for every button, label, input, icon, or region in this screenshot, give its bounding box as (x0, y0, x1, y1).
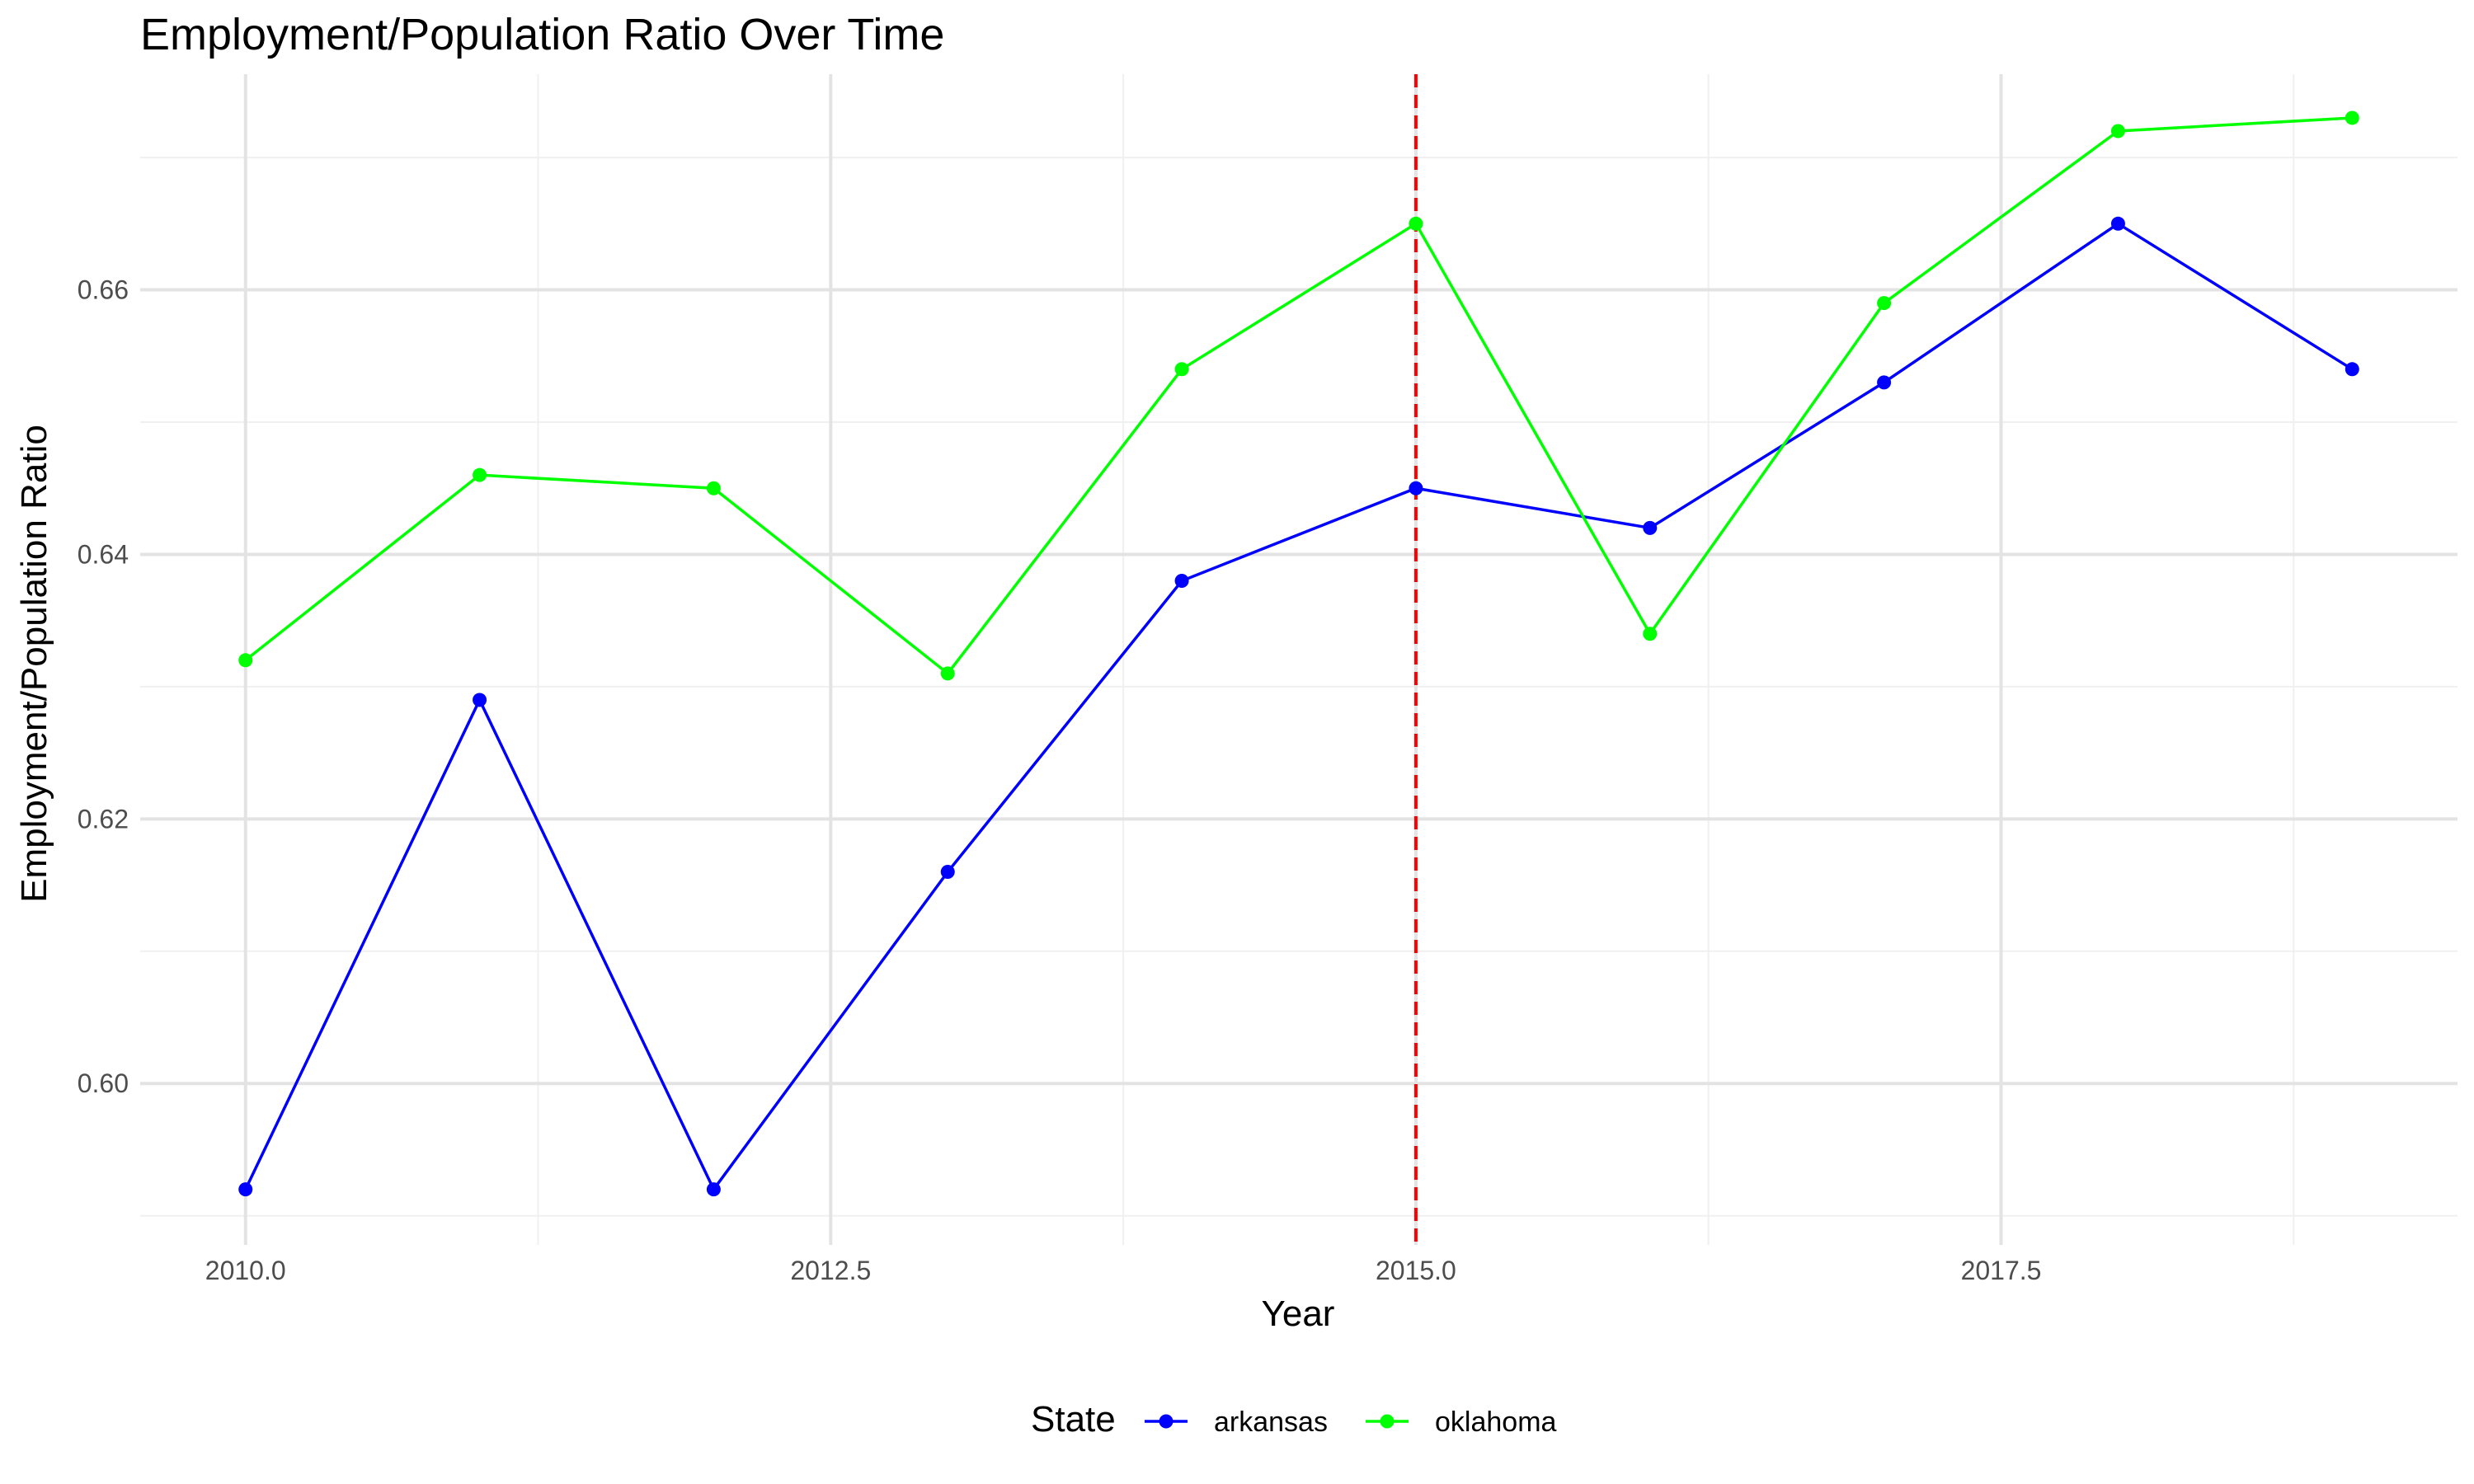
data-point-oklahoma (1643, 627, 1658, 641)
x-tick-label: 2015.0 (1376, 1256, 1456, 1285)
y-tick-label: 0.60 (78, 1068, 129, 1098)
data-point-arkansas (1643, 520, 1658, 535)
data-point-oklahoma (2345, 110, 2359, 125)
data-point-oklahoma (706, 481, 721, 495)
y-tick-label: 0.62 (78, 804, 129, 834)
data-point-arkansas (940, 865, 955, 880)
y-axis-title: Employment/Population Ratio (14, 425, 54, 903)
data-point-arkansas (1174, 574, 1189, 589)
data-point-arkansas (473, 693, 487, 707)
minor-gridlines (140, 74, 2458, 1245)
data-point-oklahoma (940, 666, 955, 681)
x-axis-title: Year (1262, 1294, 1335, 1334)
series-layer (238, 110, 2359, 1197)
data-point-arkansas (706, 1182, 721, 1197)
legend-key-point-oklahoma (1380, 1414, 1395, 1429)
series-line-oklahoma (244, 116, 2353, 676)
data-point-arkansas (2345, 362, 2359, 377)
data-point-oklahoma (473, 467, 487, 482)
data-point-oklahoma (1174, 362, 1189, 377)
x-tick-label: 2010.0 (205, 1256, 286, 1285)
chart-title: Employment/Population Ratio Over Time (140, 10, 944, 59)
series-arkansas (238, 216, 2359, 1197)
y-tick-label: 0.66 (78, 275, 129, 305)
data-point-oklahoma (1409, 216, 1423, 231)
legend-key-point-arkansas (1159, 1414, 1174, 1429)
legend-label-arkansas: arkansas (1214, 1407, 1328, 1438)
data-point-oklahoma (1877, 296, 1892, 311)
legend-label-oklahoma: oklahoma (1435, 1407, 1557, 1438)
x-axis-ticks: 2010.0 2012.5 2015.0 2017.5 (205, 1256, 2042, 1285)
series-oklahoma (238, 110, 2359, 681)
data-point-arkansas (2110, 216, 2125, 231)
series-line-arkansas (244, 222, 2354, 1192)
y-axis-ticks: 0.60 0.62 0.64 0.66 (78, 275, 129, 1099)
major-gridlines (140, 74, 2458, 1245)
x-tick-label: 2017.5 (1961, 1256, 2042, 1285)
legend: State arkansas oklahoma (1031, 1399, 1557, 1439)
data-point-arkansas (238, 1182, 253, 1197)
data-point-oklahoma (238, 653, 253, 668)
y-tick-label: 0.64 (78, 539, 129, 569)
data-point-oklahoma (2110, 124, 2125, 139)
legend-title: State (1031, 1399, 1116, 1439)
data-point-arkansas (1409, 481, 1423, 495)
data-point-arkansas (1877, 375, 1892, 390)
x-tick-label: 2012.5 (790, 1256, 871, 1285)
